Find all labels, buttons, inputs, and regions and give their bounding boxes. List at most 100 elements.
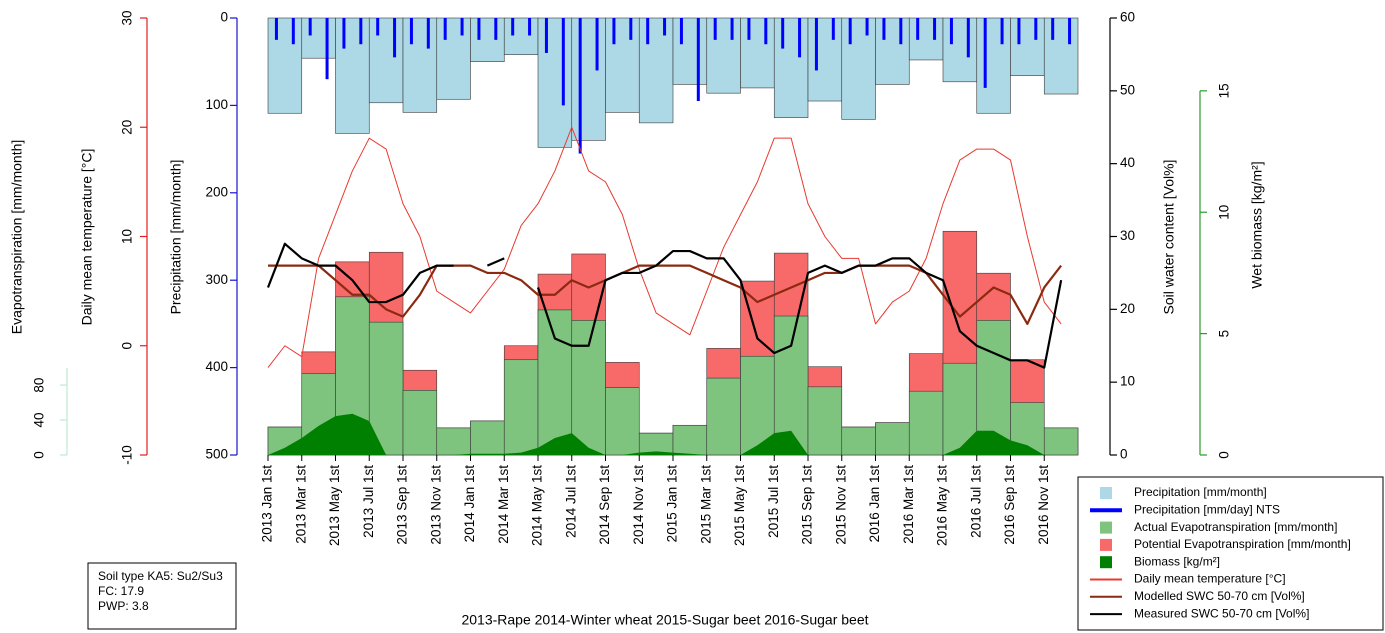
legend-label: Precipitation [mm/day] NTS — [1134, 502, 1280, 516]
legend-label: Precipitation [mm/month] — [1134, 485, 1267, 499]
tick-label: -10 — [120, 445, 135, 465]
tick-label: 60 — [1120, 10, 1135, 25]
legend-label: Actual Evapotranspiration [mm/month] — [1134, 520, 1337, 534]
legend-label: Measured SWC 50-70 cm [Vol%] — [1134, 606, 1309, 620]
x-tick-label: 2014 Nov 1st — [631, 465, 646, 545]
axis-title: Daily mean temperature [°C] — [79, 149, 95, 326]
x-tick-label: 2013 Jan 1st — [260, 465, 275, 543]
bar — [841, 426, 876, 456]
x-tick-label: 2015 Sep 1st — [800, 465, 815, 545]
x-tick-label: 2015 Jan 1st — [665, 465, 680, 543]
tick-label: 80 — [32, 378, 47, 393]
bar — [706, 17, 741, 94]
bar — [605, 17, 640, 113]
x-tick-label: 2016 Nov 1st — [1036, 465, 1051, 545]
bar — [875, 422, 910, 456]
bar — [1043, 17, 1079, 95]
tick-label: 20 — [120, 120, 135, 135]
bar — [503, 17, 539, 56]
bar — [503, 359, 539, 456]
bar — [942, 17, 978, 83]
bar — [1010, 17, 1045, 76]
x-tick-label: 2014 Mar 1st — [496, 465, 511, 544]
note: Soil type KA5: Su2/Su3 — [98, 569, 223, 583]
tick-label: 40 — [1120, 155, 1135, 170]
tick-label: 5 — [1217, 330, 1232, 338]
bar — [571, 320, 606, 456]
tick-label: 30 — [120, 10, 135, 25]
tick-label: 100 — [205, 97, 228, 112]
axis-title: Precipitation [mm/month] — [168, 160, 184, 315]
x-tick-label: 2013 Jul 1st — [361, 465, 376, 538]
tick-label: 10 — [1120, 374, 1135, 389]
bar — [841, 17, 876, 120]
x-tick-label: 2013 May 1st — [327, 465, 342, 546]
x-tick-label: 2015 Jul 1st — [766, 465, 781, 538]
area — [268, 413, 1062, 455]
tick-label: 0 — [220, 10, 228, 25]
bar — [436, 427, 471, 456]
legend-key — [1100, 487, 1112, 499]
legend-label: Potential Evapotranspiration [mm/month] — [1134, 537, 1351, 551]
bar — [605, 387, 640, 456]
bar — [672, 424, 708, 456]
bar — [908, 390, 944, 456]
bar — [672, 17, 708, 85]
bar — [908, 17, 944, 61]
bar — [537, 17, 573, 148]
x-tick-label: 2014 May 1st — [530, 465, 545, 546]
tick-label: 20 — [1120, 301, 1135, 316]
x-tick-label: 2015 May 1st — [732, 465, 747, 546]
axis-title: Soil water content [Vol%] — [1161, 160, 1177, 315]
x-tick-label: 2015 Mar 1st — [698, 465, 713, 544]
bar — [470, 17, 505, 63]
x-tick-label: 2013 Nov 1st — [428, 465, 443, 545]
line — [266, 242, 1063, 369]
x-tick-label: 2016 Jan 1st — [867, 465, 882, 543]
tick-label: 30 — [1120, 228, 1135, 243]
legend-box — [1077, 476, 1384, 631]
legend-label: Modelled SWC 50-70 cm [Vol%] — [1134, 589, 1305, 603]
legend-label: Biomass [kg/m²] — [1134, 554, 1220, 568]
bar — [740, 17, 775, 89]
bar — [301, 17, 336, 59]
bar — [402, 17, 438, 113]
bar — [706, 377, 741, 456]
bar — [773, 17, 809, 118]
axis-title: Evapotranspiration [mm/month] — [9, 140, 25, 335]
bar — [976, 17, 1011, 114]
note: PWP: 3.8 — [98, 599, 149, 613]
x-tick-label: 2016 Jul 1st — [968, 465, 983, 538]
x-tick-label: 2016 Mar 1st — [901, 465, 916, 544]
tick-label: 40 — [32, 413, 47, 428]
line — [268, 264, 1063, 325]
tick-label: 0 — [120, 342, 135, 350]
x-tick-label: 2016 Sep 1st — [1002, 465, 1017, 545]
tick-label: 0 — [1120, 447, 1128, 462]
bar — [368, 17, 404, 104]
caption: 2013-Rape 2014-Winter wheat 2015-Sugar b… — [461, 612, 868, 628]
tick-label: 0 — [32, 451, 47, 459]
bar — [1043, 427, 1079, 456]
notes-box — [87, 562, 237, 630]
tick-label: 50 — [1120, 82, 1135, 97]
bar — [267, 17, 303, 114]
bar — [436, 17, 471, 100]
tick-label: 10 — [1217, 205, 1232, 220]
bar — [571, 17, 606, 141]
bar — [807, 17, 843, 102]
tick-label: 300 — [205, 272, 228, 287]
tick-label: 500 — [205, 447, 228, 462]
x-tick-label: 2014 Sep 1st — [597, 465, 612, 545]
x-tick-label: 2014 Jan 1st — [462, 465, 477, 543]
bar — [470, 420, 505, 456]
bar — [335, 17, 370, 134]
x-tick-label: 2016 May 1st — [935, 465, 950, 546]
x-tick-label: 2013 Sep 1st — [395, 465, 410, 545]
legend-label: Daily mean temperature [°C] — [1134, 572, 1286, 586]
tick-label: 15 — [1217, 83, 1232, 98]
bar — [807, 386, 843, 456]
bar — [537, 309, 573, 456]
line — [267, 126, 1062, 368]
